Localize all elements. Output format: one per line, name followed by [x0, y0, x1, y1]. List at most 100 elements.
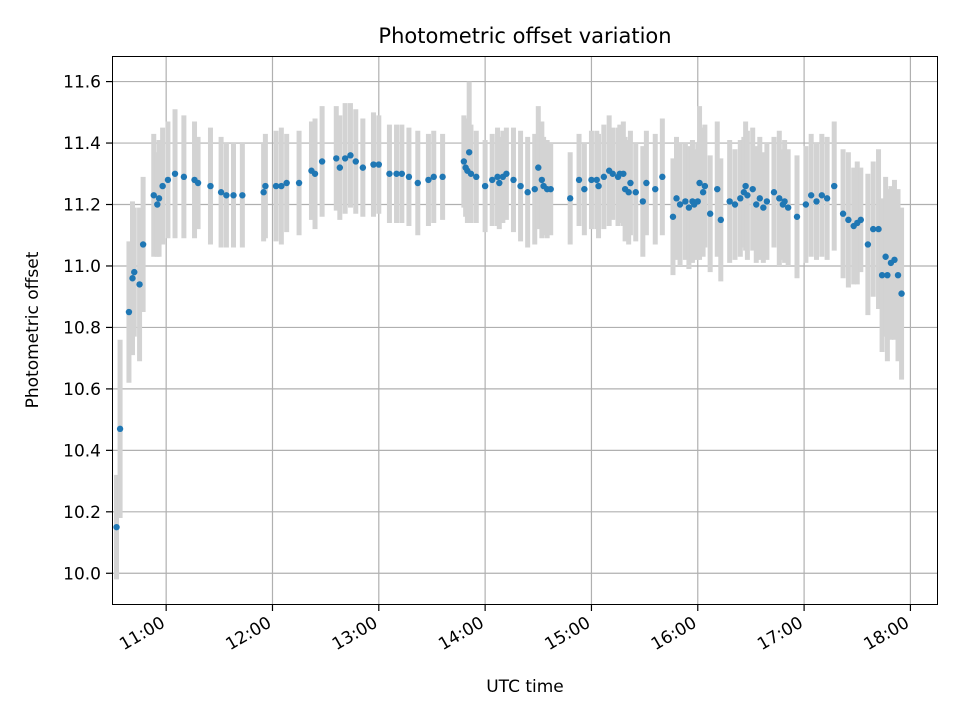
data-point: [839, 210, 847, 217]
data-point: [370, 161, 377, 168]
data-point: [139, 241, 147, 248]
data-point: [694, 198, 701, 205]
data-point: [439, 173, 446, 181]
data-point: [473, 173, 480, 181]
data-point: [405, 173, 413, 181]
data-point: [793, 213, 801, 220]
y-tick-label: 11.6: [63, 73, 101, 93]
data-point: [164, 176, 172, 184]
data-point: [632, 189, 639, 196]
data-point: [891, 256, 898, 264]
data-point: [706, 210, 714, 217]
data-point: [609, 170, 616, 177]
data-point: [425, 176, 432, 184]
data-point: [593, 176, 600, 184]
data-point: [870, 225, 877, 233]
y-tick-label: 11.2: [63, 196, 101, 216]
data-point: [600, 173, 608, 181]
data-point: [129, 275, 136, 282]
data-point: [150, 192, 157, 199]
data-point: [517, 182, 524, 190]
data-point: [116, 425, 124, 433]
data-point: [784, 204, 792, 211]
data-point: [414, 179, 421, 187]
data-point: [669, 213, 677, 220]
data-point: [359, 164, 367, 171]
data-point: [731, 201, 739, 208]
data-point: [742, 182, 749, 190]
data-point: [180, 173, 188, 181]
data-point: [262, 182, 269, 190]
y-tick-label: 10.4: [63, 441, 101, 461]
y-tick-label: 11.4: [63, 134, 101, 154]
data-point: [770, 189, 778, 196]
data-point: [494, 173, 501, 181]
data-point: [627, 179, 634, 187]
data-point: [823, 195, 831, 202]
data-point: [136, 281, 143, 288]
data-point: [760, 204, 767, 211]
data-point: [813, 198, 820, 205]
data-point: [776, 195, 783, 202]
data-point: [393, 170, 400, 177]
y-tick-label: 10.6: [63, 380, 101, 400]
data-point: [595, 182, 602, 190]
data-point: [375, 161, 383, 168]
data-point: [864, 241, 872, 248]
data-point: [113, 523, 120, 531]
data-point: [503, 170, 510, 177]
data-point: [737, 195, 744, 202]
data-point: [125, 308, 133, 316]
data-point: [726, 198, 733, 205]
data-point: [894, 271, 902, 279]
y-axis-label: Photometric offset: [23, 251, 43, 408]
data-point: [318, 158, 326, 165]
data-point: [753, 201, 760, 208]
data-points: [113, 149, 905, 531]
data-point: [510, 176, 517, 184]
data-point: [831, 182, 838, 190]
data-point: [807, 192, 815, 199]
data-point: [341, 155, 349, 162]
data-point: [154, 201, 161, 208]
data-point: [625, 189, 632, 196]
data-point: [230, 192, 237, 199]
data-point: [155, 195, 163, 202]
y-tick-label: 11.0: [63, 257, 101, 277]
data-point: [386, 170, 393, 177]
data-point: [283, 179, 290, 187]
data-point: [430, 173, 437, 181]
y-axis: 10.0 10.2 10.4 10.6 10.8 11.0 11.2 11.4 11.6: [63, 73, 113, 584]
data-point: [489, 176, 496, 184]
data-point: [467, 170, 475, 177]
data-point: [481, 182, 489, 190]
data-point: [581, 185, 588, 193]
data-point: [682, 198, 689, 205]
data-point: [818, 192, 826, 199]
chart-title: Photometric offset variation: [378, 24, 671, 48]
data-point: [239, 192, 246, 199]
data-point: [639, 198, 647, 205]
data-point: [171, 170, 179, 177]
data-point: [652, 185, 659, 193]
data-point: [336, 164, 344, 171]
data-point: [845, 216, 852, 224]
data-point: [460, 158, 468, 165]
data-point: [699, 189, 707, 196]
data-point: [763, 198, 771, 205]
data-point: [717, 216, 725, 224]
data-point: [465, 149, 473, 156]
data-point: [566, 195, 574, 202]
data-point: [676, 201, 684, 208]
data-point: [260, 189, 267, 196]
data-point: [295, 179, 303, 187]
data-point: [159, 182, 166, 190]
data-point: [575, 176, 583, 184]
data-point: [701, 182, 709, 190]
data-point: [744, 192, 751, 199]
data-point: [857, 216, 865, 224]
data-point: [352, 158, 359, 165]
